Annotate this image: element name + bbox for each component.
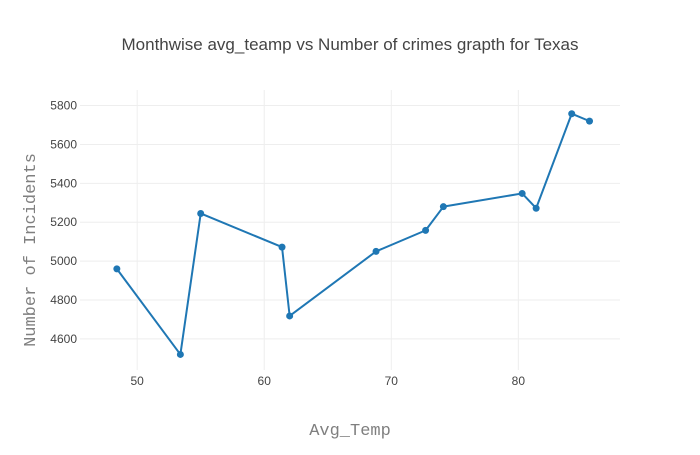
y-tick-label: 5200: [50, 215, 77, 229]
x-tick-label: 80: [512, 374, 526, 388]
series-line: [116, 112, 590, 356]
y-tick-label: 5800: [50, 99, 77, 113]
data-point[interactable]: [278, 243, 286, 251]
chart-title: Monthwise avg_teamp vs Number of crimes …: [122, 35, 579, 54]
data-point[interactable]: [532, 204, 540, 212]
y-tick-label: 5400: [50, 176, 77, 190]
x-tick-label: 50: [130, 374, 144, 388]
y-tick-labels: 4600 4800 5000 5200 5400 5600 5800: [50, 99, 77, 346]
data-point[interactable]: [286, 312, 294, 320]
data-point[interactable]: [422, 226, 430, 234]
y-tick-label: 5000: [50, 254, 77, 268]
y-tick-label: 4600: [50, 332, 77, 346]
x-axis-title: Avg_Temp: [309, 422, 391, 441]
series-layer: [113, 110, 594, 358]
y-tick-label: 5600: [50, 137, 77, 151]
data-point[interactable]: [372, 247, 380, 255]
x-tick-label: 60: [258, 374, 272, 388]
data-point[interactable]: [568, 110, 576, 118]
x-tick-label: 70: [385, 374, 399, 388]
data-point[interactable]: [439, 203, 447, 211]
data-point[interactable]: [518, 189, 526, 197]
x-tick-labels: 50 60 70 80: [130, 374, 525, 388]
data-point[interactable]: [113, 265, 121, 273]
y-axis-title: Number of Incidents: [22, 153, 41, 347]
y-tick-label: 4800: [50, 293, 77, 307]
data-point[interactable]: [197, 209, 205, 217]
data-point[interactable]: [586, 117, 594, 125]
data-point[interactable]: [176, 350, 184, 358]
